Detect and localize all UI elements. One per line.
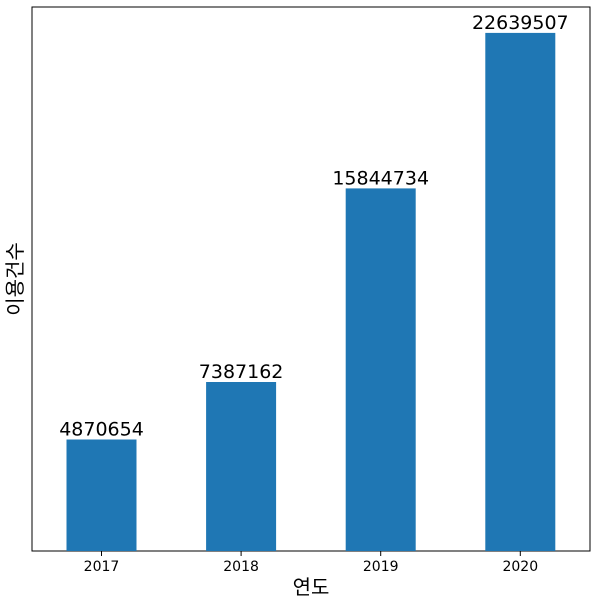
data-label-2018: 7387162 — [199, 361, 284, 383]
x-tick-label-2017: 2017 — [84, 559, 120, 575]
x-tick-label-2018: 2018 — [223, 559, 259, 575]
bar-2018 — [206, 382, 277, 551]
bar-group: 4870654 7387162 15844734 22639507 — [59, 12, 569, 551]
data-label-2017: 4870654 — [59, 419, 144, 441]
x-ticks: 2017 2018 2019 2020 — [84, 551, 538, 575]
y-axis-label: 이용건수 — [3, 242, 27, 316]
bar-2017 — [66, 439, 137, 551]
data-label-2019: 15844734 — [332, 167, 429, 189]
bar-2019 — [345, 188, 416, 551]
data-label-2020: 22639507 — [472, 12, 569, 34]
x-tick-label-2020: 2020 — [502, 559, 538, 575]
x-tick-label-2019: 2019 — [363, 559, 399, 575]
x-axis-label: 연도 — [293, 575, 330, 599]
bar-2020 — [485, 32, 556, 551]
